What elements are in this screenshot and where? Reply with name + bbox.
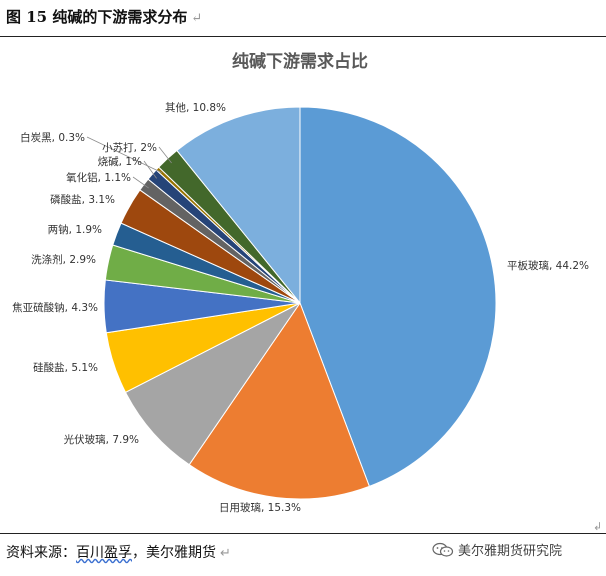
edge-return-mark: ↲: [593, 520, 603, 533]
slice-label-3: 光伏玻璃, 7.9%: [64, 433, 139, 446]
leader-line-11: [86, 136, 162, 173]
slice-label-8: 磷酸盐, 3.1%: [50, 193, 115, 206]
source-return-mark: ↵: [220, 546, 231, 561]
slice-label-4: 硅酸盐, 5.1%: [33, 361, 98, 374]
watermark: 美尔雅期货研究院: [432, 540, 562, 559]
pie-chart: 纯碱下游需求占比 平板玻璃, 44.2% 日用玻璃, 15.3% 光伏玻璃, 7.9…: [12, 51, 589, 514]
leader-line-10: [143, 160, 157, 179]
watermark-text: 美尔雅期货研究院: [458, 544, 563, 559]
slice-label-10: 烧碱, 1%: [98, 155, 142, 168]
pie-slice-3: [124, 302, 301, 466]
leader-line-12: [158, 146, 172, 164]
slice-labels: 平板玻璃, 44.2% 日用玻璃, 15.3% 光伏玻璃, 7.9% 硅酸盐, 5.1…: [12, 101, 589, 514]
slice-label-5: 焦亚硫酸钠, 4.3%: [12, 301, 98, 314]
slice-label-11: 白炭黑, 0.3%: [20, 131, 85, 144]
chart-title: 纯碱下游需求占比: [232, 51, 368, 72]
leader-lines: [86, 136, 172, 189]
slice-label-13: 其他, 10.8%: [165, 101, 226, 114]
pie-slice-1: [299, 106, 497, 487]
top-rule: [0, 36, 606, 37]
source-rest: ，美尔雅期货: [132, 545, 216, 561]
pie-slices: [103, 106, 497, 500]
leader-line-9: [132, 176, 149, 189]
slice-label-2: 日用玻璃, 15.3%: [219, 501, 301, 514]
source-note: 资料来源：百川盈孚，美尔雅期货 ↵: [6, 542, 231, 562]
slice-label-12: 小苏打, 2%: [102, 141, 157, 154]
source-names: 百川盈孚: [76, 545, 132, 561]
slice-label-9: 氧化铝, 1.1%: [66, 171, 131, 184]
slice-label-1: 平板玻璃, 44.2%: [507, 259, 589, 272]
slice-label-7: 两钠, 1.9%: [48, 223, 102, 236]
figure-title-text: 图 15 纯碱的下游需求分布: [6, 8, 188, 26]
source-prefix: 资料来源：: [6, 545, 76, 561]
figure-title: 图 15 纯碱的下游需求分布 ↵: [6, 6, 202, 27]
bottom-rule: [0, 533, 606, 534]
slice-label-6: 洗涤剂, 2.9%: [31, 253, 96, 266]
wechat-icon: [432, 542, 454, 557]
pie-slice-13: [176, 106, 301, 305]
return-mark: ↵: [191, 11, 203, 26]
pie-slice-2: [188, 301, 370, 500]
